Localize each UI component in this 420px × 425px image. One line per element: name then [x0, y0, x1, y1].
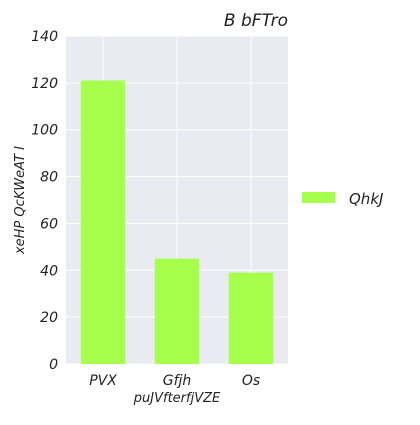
chart-title: B bFTro: [224, 11, 288, 31]
y-tick-label: 0: [49, 357, 58, 373]
y-tick-label: 140: [31, 29, 58, 45]
x-tick-label: Gfjh: [163, 373, 192, 389]
y-tick-label: 60: [40, 216, 58, 232]
x-tick-label: Os: [242, 373, 260, 389]
y-tick-label: 120: [31, 76, 58, 92]
legend-label: QhkJ: [349, 190, 383, 208]
y-tick-label: 80: [40, 170, 58, 186]
x-tick-labels: PVX Gfjh Os: [89, 373, 260, 389]
bar-pvx: [81, 81, 125, 364]
y-tick-labels: 0 20 40 60 80 100 120 140: [31, 29, 58, 373]
legend-swatch: [302, 192, 335, 203]
x-tick-label: PVX: [89, 373, 117, 389]
y-tick-label: 40: [40, 263, 58, 279]
y-axis-label: xeHP QcKWeAT I: [13, 146, 28, 255]
y-tick-label: 100: [31, 123, 58, 139]
x-axis-label: puJVfterfjVZE: [133, 391, 221, 406]
legend: QhkJ: [302, 190, 383, 208]
bar-gfjh: [155, 259, 199, 364]
bar-os: [229, 273, 273, 364]
y-tick-label: 20: [40, 310, 58, 326]
